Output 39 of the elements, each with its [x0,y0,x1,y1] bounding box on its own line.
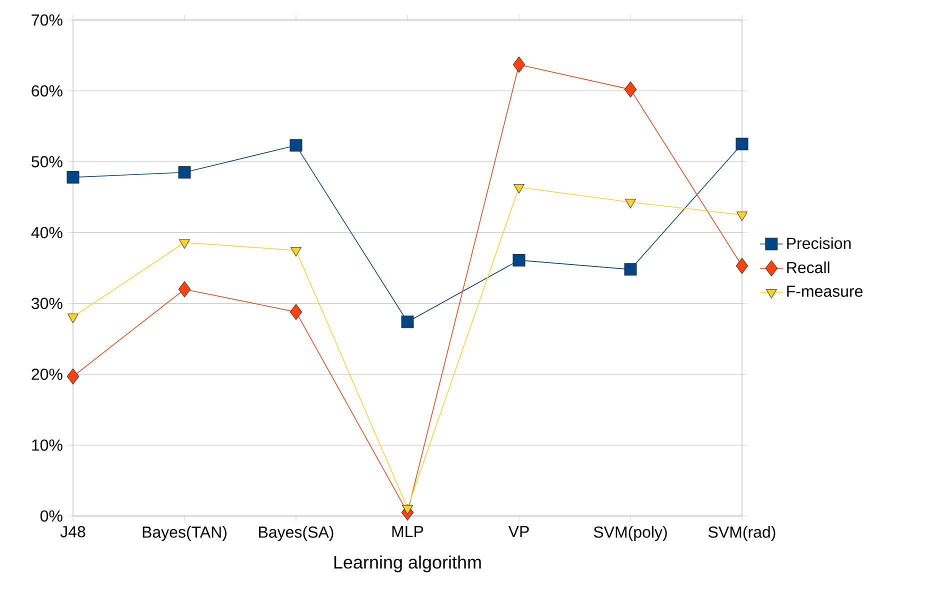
x-tick-label: Bayes(SA) [259,526,334,541]
x-tick-label: MLP [392,526,424,538]
point [512,56,526,73]
legend-label: Recall [787,262,830,274]
x-axis-title: Learning algorithm [334,555,481,572]
x-tick-label: Bayes(TAN) [142,526,226,541]
x-tick-label: SVM(poly) [594,526,667,541]
x-tick-label: J48 [60,526,86,538]
legend-label: Precision [787,237,851,249]
point [624,81,637,98]
point [290,304,302,320]
point [290,247,302,257]
legend-label: F-measure [787,286,863,297]
point [736,212,748,222]
y-tick-label: 50% [32,156,62,168]
point [66,171,80,184]
x-tick-label: SVM(rad) [708,526,776,541]
y-tick-label: 40% [31,226,62,238]
y-tick-label: 0% [40,510,62,522]
y-tick-label: 10% [32,439,62,451]
point [178,166,191,179]
point [625,198,636,208]
point [290,139,302,152]
point [736,138,748,150]
x-tick-label: VP [508,526,529,538]
y-tick-label: 20% [32,368,62,380]
point [402,504,413,514]
point [68,314,78,324]
y-tick-label: 70% [32,14,62,26]
y-tick-label: 60% [32,85,62,97]
point [512,254,526,266]
point [66,368,80,384]
point [179,239,190,249]
point [624,263,637,276]
point [514,184,524,194]
point [178,281,191,298]
point [736,258,748,274]
point [401,316,414,328]
y-tick-label: 30% [32,298,62,310]
